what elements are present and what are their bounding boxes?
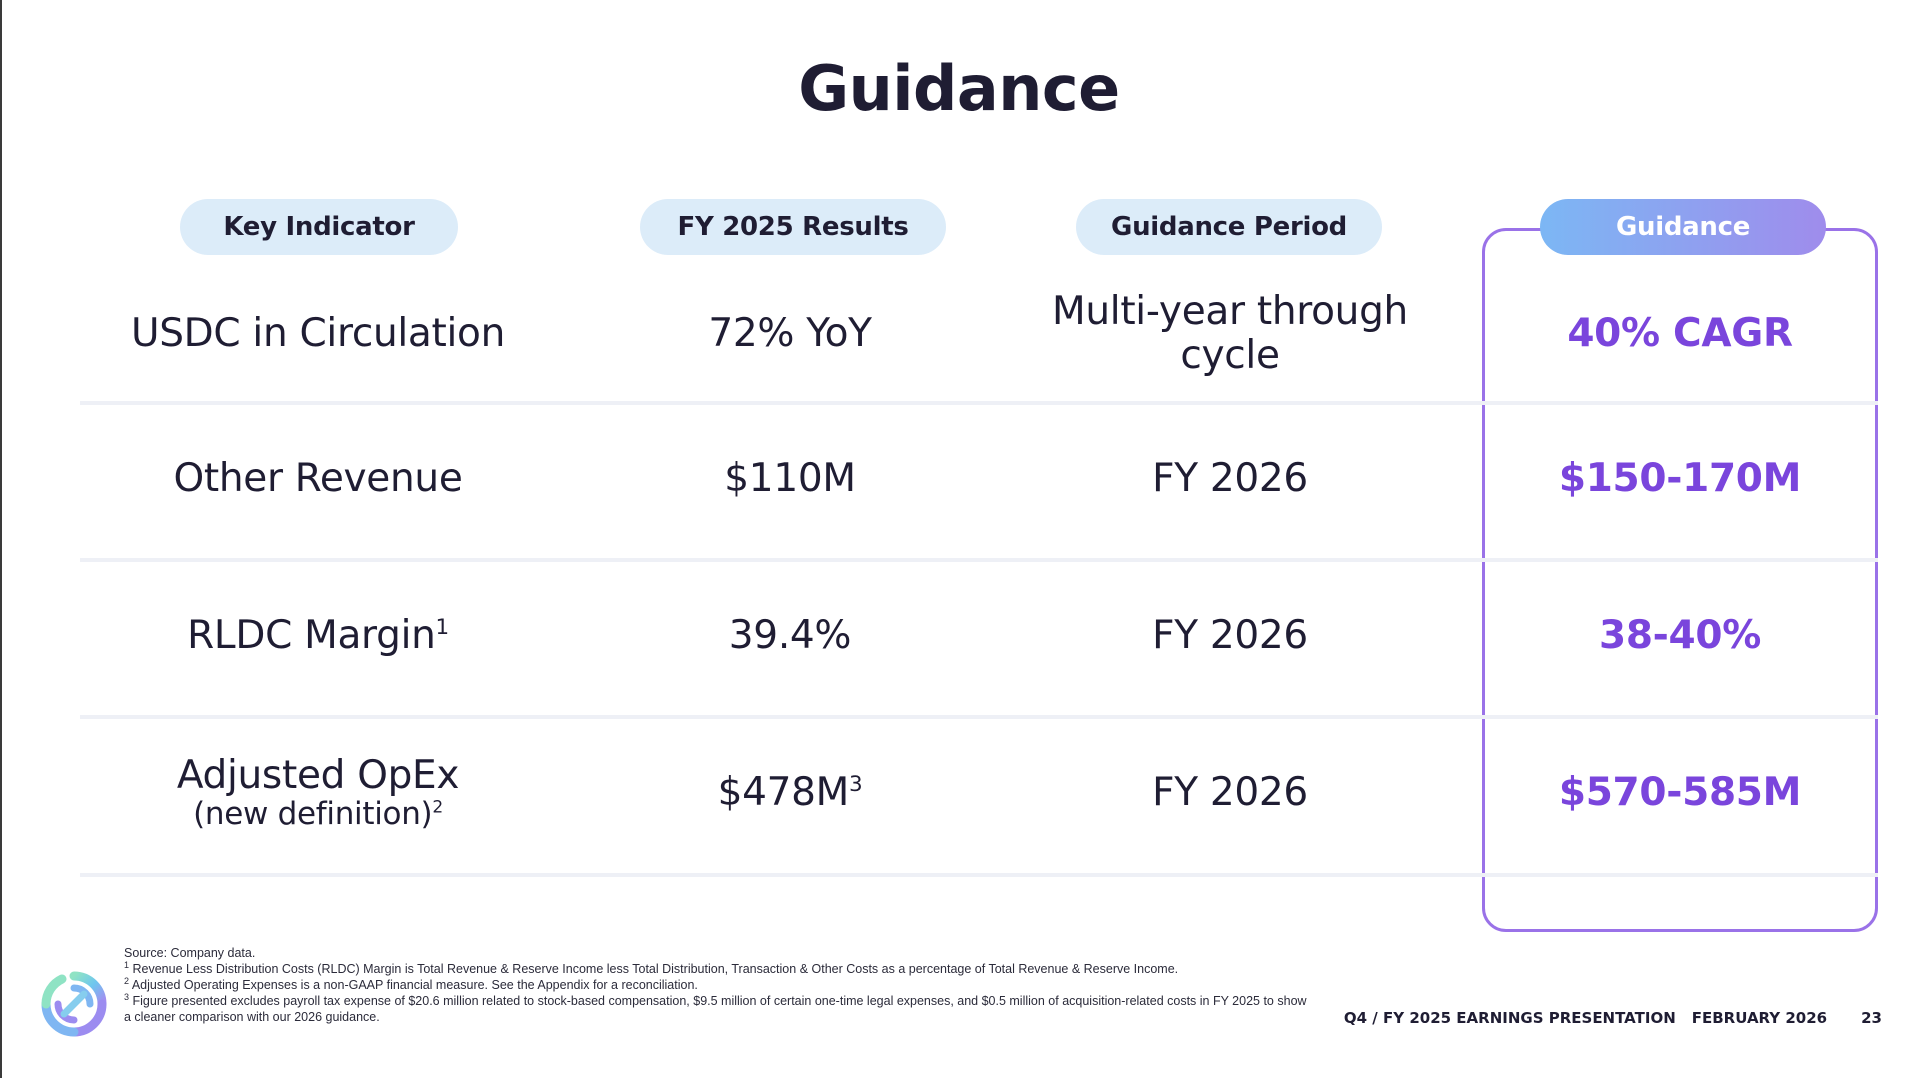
footnotes: Source: Company data. 1 Revenue Less Dis…	[124, 945, 1314, 1025]
row-other-revenue-result: $110M	[724, 456, 856, 502]
footer-date: FEBRUARY 2026	[1691, 1009, 1828, 1027]
row-other-revenue-guidance: $150-170M	[1558, 456, 1802, 502]
row-opex-period: FY 2026	[1152, 770, 1308, 816]
header-fy2025-results: FY 2025 Results	[640, 199, 946, 255]
row-other-revenue-period: FY 2026	[1152, 456, 1308, 502]
footnote-source: Source: Company data.	[124, 946, 256, 960]
row-usdc-period: Multi-year through cycle	[1052, 289, 1408, 378]
footnote-ref: 2	[432, 798, 443, 819]
header-guidance: Guidance	[1540, 199, 1826, 255]
row-other-revenue-indicator: Other Revenue	[173, 456, 463, 502]
row-usdc-result: 72% YoY	[708, 311, 872, 357]
page-number: 23	[1861, 1009, 1882, 1027]
row-usdc-indicator: USDC in Circulation	[130, 311, 506, 357]
footnote-1: 1 Revenue Less Distribution Costs (RLDC)…	[124, 959, 1179, 976]
row-opex-result: $478M3	[717, 770, 863, 816]
header-key-indicator: Key Indicator	[180, 199, 458, 255]
row-opex-indicator: Adjusted OpEx (new definition)2	[176, 752, 460, 833]
row-rldc-guidance: 38-40%	[1598, 613, 1761, 659]
footnote-ref: 1	[435, 615, 450, 641]
slide-footer: Q4 / FY 2025 EARNINGS PRESENTATION FEBRU…	[1344, 1009, 1882, 1027]
footnote-ref: 3	[849, 772, 863, 798]
row-divider	[80, 558, 1878, 562]
row-rldc-indicator: RLDC Margin1	[187, 613, 450, 659]
row-divider	[80, 715, 1878, 719]
circle-logo-icon	[41, 971, 107, 1037]
row-divider	[80, 873, 1878, 877]
row-usdc-guidance: 40% CAGR	[1567, 311, 1793, 357]
row-rldc-period: FY 2026	[1152, 613, 1308, 659]
footer-presentation-name: Q4 / FY 2025 EARNINGS PRESENTATION	[1343, 1009, 1676, 1027]
row-rldc-result: 39.4%	[728, 613, 852, 659]
slide-left-edge	[0, 0, 2, 1078]
slide-title: Guidance	[798, 52, 1120, 125]
row-opex-guidance: $570-585M	[1558, 770, 1802, 816]
row-divider	[80, 401, 1878, 405]
footnote-2: 2 Adjusted Operating Expenses is a non-G…	[124, 975, 698, 992]
footnote-3: 3 Figure presented excludes payroll tax …	[124, 991, 1307, 1024]
header-guidance-period: Guidance Period	[1076, 199, 1382, 255]
